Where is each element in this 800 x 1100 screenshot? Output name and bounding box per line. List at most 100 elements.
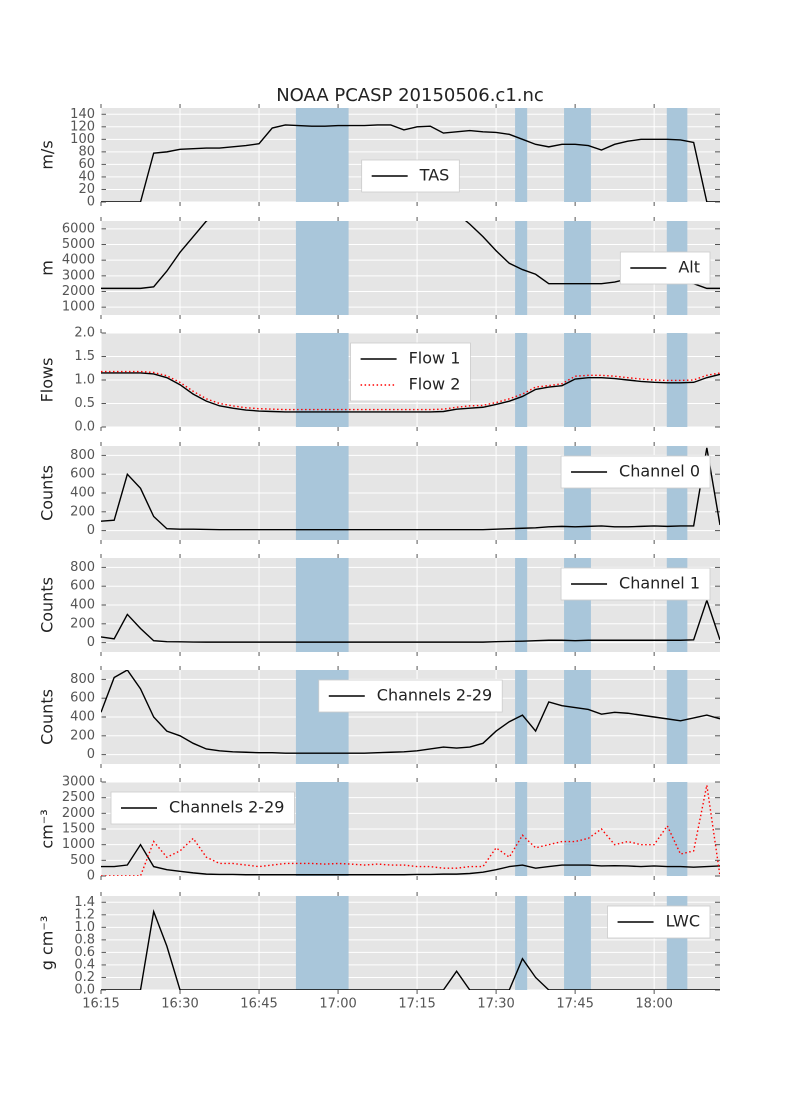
x-tick-label: 16:30 [161, 997, 198, 1012]
y-tick-label: 500 [70, 853, 95, 868]
y-tick-label: 200 [70, 504, 95, 519]
series-line [101, 370, 720, 411]
panel: 0 200 400 600 800 Counts Channels 2-29 [38, 666, 720, 768]
y-tick-label: 1.4 [74, 895, 95, 910]
legend-label: LWC [666, 912, 700, 931]
legend: Alt [619, 251, 711, 285]
series-line [101, 670, 720, 754]
y-axis-label: g cm⁻³ [38, 916, 57, 970]
legend-label: Flow 1 [409, 349, 461, 368]
legend: TAS [361, 159, 460, 193]
shaded-span [666, 333, 688, 427]
y-tick-label: 0 [87, 869, 95, 884]
series-line [101, 221, 720, 290]
shaded-span [295, 333, 349, 427]
series-line [101, 372, 720, 413]
y-tick-label: 0 [87, 195, 95, 210]
y-tick-label: 0.2 [74, 970, 95, 985]
shaded-span [666, 108, 688, 202]
y-tick-label: 600 [70, 579, 95, 594]
y-tick-label: 200 [70, 616, 95, 631]
y-tick-label: 1.0 [74, 920, 95, 935]
y-tick-label: 1000 [62, 300, 95, 315]
y-tick-label: 2500 [62, 790, 95, 805]
shaded-span [515, 782, 528, 876]
shaded-span [564, 221, 591, 315]
y-tick-label: 4000 [62, 253, 95, 268]
panel: 0 200 400 600 800 Counts Channel 1 [38, 554, 720, 656]
y-tick-label: 3000 [62, 268, 95, 283]
panel: 0.0 0.5 1.0 1.5 2.0 Flows Flow 1 Flow 2 [38, 326, 720, 435]
y-axis-label: cm⁻³ [38, 809, 57, 848]
shaded-span [515, 896, 528, 990]
y-tick-label: 120 [70, 119, 95, 134]
panel: 0.00.20.40.60.81.01.21.4 16:15 16:30 16:45 1… [38, 892, 720, 1012]
shaded-span [515, 446, 528, 540]
y-tick-label: 0.4 [74, 957, 95, 972]
y-tick-label: 800 [70, 448, 95, 463]
x-tick-label: 17:00 [319, 997, 356, 1012]
figure-title: NOAA PCASP 20150506.c1.nc [276, 85, 544, 106]
y-tick-label: 600 [70, 691, 95, 706]
x-tick-label: 16:45 [240, 997, 277, 1012]
y-tick-label: 800 [70, 672, 95, 687]
y-tick-label: 2.0 [74, 326, 95, 341]
y-tick-label: 0.0 [74, 420, 95, 435]
y-tick-label: 0.0 [74, 983, 95, 998]
y-tick-label: 200 [70, 728, 95, 743]
legend-label: Channel 0 [619, 462, 700, 481]
y-tick-label: 0.8 [74, 932, 95, 947]
x-tick-label: 17:30 [477, 997, 514, 1012]
y-tick-label: 2000 [62, 284, 95, 299]
y-tick-label: 800 [70, 560, 95, 575]
y-tick-label: 0.5 [74, 396, 95, 411]
shaded-span [666, 670, 688, 764]
x-tick-label: 17:15 [398, 997, 435, 1012]
y-tick-label: 140 [70, 107, 95, 122]
legend-label: Channels 2-29 [377, 686, 492, 705]
panel: 0 200 400 600 800 Counts Channel 0 [38, 442, 720, 544]
y-tick-label: 100 [70, 132, 95, 147]
y-tick-label: 0 [87, 747, 95, 762]
y-axis-label: Flows [38, 358, 57, 403]
plot-area [101, 221, 720, 315]
legend: Channel 0 [560, 455, 711, 489]
y-axis-label: m/s [38, 140, 57, 169]
legend-label: TAS [419, 166, 450, 185]
shaded-span [564, 896, 591, 990]
y-tick-label: 20 [78, 182, 95, 197]
series-line [101, 784, 720, 876]
shaded-span [564, 108, 591, 202]
y-axis-label: Counts [38, 689, 57, 745]
legend-label: Channels 2-29 [169, 798, 284, 817]
shaded-span [515, 221, 528, 315]
series-line [101, 843, 720, 876]
series-line [101, 598, 720, 643]
legend-box [350, 342, 471, 402]
shaded-span [295, 782, 349, 876]
shaded-span [295, 896, 349, 990]
y-tick-label: 5000 [62, 237, 95, 252]
y-axis-label: Counts [38, 577, 57, 633]
y-tick-label: 1000 [62, 837, 95, 852]
y-tick-label: 60 [78, 157, 95, 172]
legend-label: Alt [678, 258, 700, 277]
shaded-span [515, 558, 528, 652]
y-tick-label: 80 [78, 144, 95, 159]
legend: Channels 2-29 [318, 679, 503, 713]
shaded-span [295, 446, 349, 540]
shaded-span [666, 782, 688, 876]
series-line [101, 447, 720, 531]
x-tick-label: 16:15 [82, 997, 119, 1012]
series-line [101, 124, 720, 202]
shaded-span [515, 670, 528, 764]
shaded-span [515, 333, 528, 427]
x-tick-label: 17:45 [556, 997, 593, 1012]
shaded-span [295, 108, 349, 202]
y-tick-label: 400 [70, 486, 95, 501]
shaded-span [564, 333, 591, 427]
